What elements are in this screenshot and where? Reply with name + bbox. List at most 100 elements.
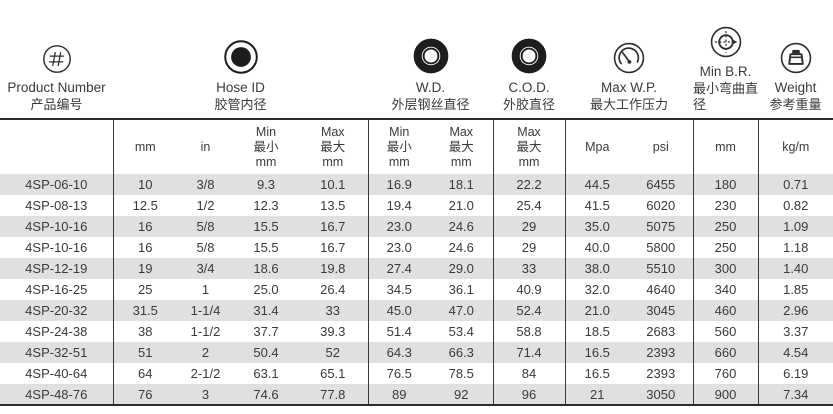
table-cell: 31.4	[253, 303, 279, 318]
table-cell: 23.0	[367, 216, 430, 237]
table-cell: 250	[692, 237, 758, 258]
table-cell: 5800	[646, 240, 676, 255]
table-cell: 66.3	[448, 345, 474, 360]
column-label-en: Max W.P.	[600, 80, 658, 95]
table-cell: 41.5	[564, 195, 629, 216]
table-row: 4SP-06-10 10 3/8 9.3 10.1 16.9 18.1 22.2 44.5 645…	[0, 174, 833, 195]
table-cell: 1	[201, 282, 210, 297]
unit-header-wp-psi: psi	[652, 139, 669, 154]
column-label-zh: 外胶直径	[502, 97, 555, 112]
column-header-max-wp: Max W.P. 最大工作压力	[565, 41, 693, 118]
table-cell: 16	[112, 216, 177, 237]
table-cell: 4SP-20-32	[25, 303, 88, 318]
column-header-bar: Product Number 产品编号 Hose ID 胶管内径 W.D. 外层…	[0, 0, 833, 118]
table-cell: 3045	[646, 303, 676, 318]
table-cell: 19.8	[320, 261, 346, 276]
table-cell: 64	[112, 363, 177, 384]
table-cell: 52.4	[492, 300, 565, 321]
unit-header-wd-min: Min 最小 mm	[367, 119, 430, 174]
table-cell: 4640	[646, 282, 676, 297]
column-label-en: W.D.	[415, 80, 446, 95]
table-cell: 5/8	[196, 219, 215, 234]
table-row: 4SP-48-76 76 3 74.6 77.8 89 92 96 21 3050 900 7.34	[0, 384, 833, 405]
table-cell: 22.2	[492, 174, 565, 195]
unit-header-wp-mpa: Mpa	[564, 119, 629, 174]
table-cell: 29.0	[448, 261, 474, 276]
table-cell: 1.40	[757, 258, 833, 279]
cover-diameter-icon	[511, 38, 547, 74]
table-cell: 2	[201, 345, 210, 360]
table-cell: 38.0	[564, 258, 629, 279]
unit-header-hose-min: Min 最小 mm	[253, 124, 279, 169]
table-cell: 76.5	[367, 363, 430, 384]
table-row: 4SP-10-16 16 5/8 15.5 16.7 23.0 24.6 29 40.0 5800…	[0, 237, 833, 258]
hash-icon	[42, 45, 71, 73]
table-cell: 300	[692, 258, 758, 279]
table-cell: 460	[692, 300, 758, 321]
table-cell: 16	[112, 237, 177, 258]
table-cell: 3/4	[196, 261, 215, 276]
table-cell: 15.5	[253, 219, 279, 234]
table-cell: 1-1/2	[190, 324, 221, 339]
table-cell: 4SP-48-76	[25, 386, 88, 402]
table-cell: 230	[692, 195, 758, 216]
column-label-en: Hose ID	[216, 80, 265, 95]
table-cell: 4SP-08-13	[25, 198, 88, 213]
table-cell: 12.5	[112, 195, 177, 216]
table-cell: 2-1/2	[190, 366, 221, 381]
table-cell: 250	[692, 216, 758, 237]
table-cell: 7.34	[757, 384, 833, 405]
table-cell: 37.7	[253, 324, 279, 339]
table-cell: 4SP-12-19	[25, 261, 88, 276]
column-label-zh: 参考重量	[769, 97, 822, 112]
table-cell: 560	[692, 321, 758, 342]
table-cell: 10	[112, 174, 177, 195]
column-header-min-br: Min B.R. 最小弯曲直径	[693, 25, 758, 118]
table-cell: 45.0	[367, 300, 430, 321]
table-cell: 27.4	[367, 258, 430, 279]
table-cell: 4SP-32-51	[25, 345, 88, 360]
table-cell: 3050	[646, 386, 676, 402]
hose-id-icon	[223, 40, 258, 74]
table-cell: 44.5	[564, 174, 629, 195]
table-cell: 16.9	[367, 174, 430, 195]
table-cell: 0.82	[757, 195, 833, 216]
table-cell: 5/8	[196, 240, 215, 255]
table-cell: 25	[112, 279, 177, 300]
table-row: 4SP-20-32 31.5 1-1/4 31.4 33 45.0 47.0 52.4 21.0…	[0, 300, 833, 321]
table-cell: 18.6	[253, 261, 279, 276]
table-cell: 340	[692, 279, 758, 300]
table-cell: 660	[692, 342, 758, 363]
table-cell: 32.0	[564, 279, 629, 300]
table-cell: 31.5	[112, 300, 177, 321]
table-cell: 52	[325, 345, 340, 360]
table-cell: 3.37	[757, 321, 833, 342]
bend-radius-icon	[710, 26, 741, 58]
table-cell: 1-1/4	[190, 303, 221, 318]
table-cell: 47.0	[448, 303, 474, 318]
spec-table-body: 4SP-06-10 10 3/8 9.3 10.1 16.9 18.1 22.2 44.5 645…	[0, 174, 833, 405]
table-cell: 4SP-16-25	[25, 282, 88, 297]
table-cell: 5075	[646, 219, 676, 234]
table-row: 4SP-32-51 51 2 50.4 52 64.3 66.3 71.4 16.5 2393 66…	[0, 342, 833, 363]
table-cell: 76	[112, 384, 177, 405]
table-cell: 74.6	[253, 386, 279, 402]
table-cell: 25.0	[253, 282, 279, 297]
table-cell: 5510	[646, 261, 676, 276]
table-cell: 16.7	[320, 219, 346, 234]
unit-header-hose-in: in	[200, 139, 211, 154]
table-cell: 1.18	[757, 237, 833, 258]
table-cell: 13.5	[320, 198, 346, 213]
table-cell: 65.1	[320, 366, 346, 381]
table-cell: 6455	[646, 177, 676, 192]
column-header-product-number: Product Number 产品编号	[0, 43, 113, 118]
table-cell: 1/2	[196, 198, 215, 213]
table-cell: 26.4	[320, 282, 346, 297]
unit-header-wd-max: Max 最大 mm	[448, 124, 474, 169]
column-header-cod: C.O.D. 外胶直径	[493, 37, 565, 118]
table-cell: 89	[367, 384, 430, 405]
table-cell: 39.3	[320, 324, 346, 339]
table-cell: 23.0	[367, 237, 430, 258]
table-cell: 2393	[646, 366, 676, 381]
